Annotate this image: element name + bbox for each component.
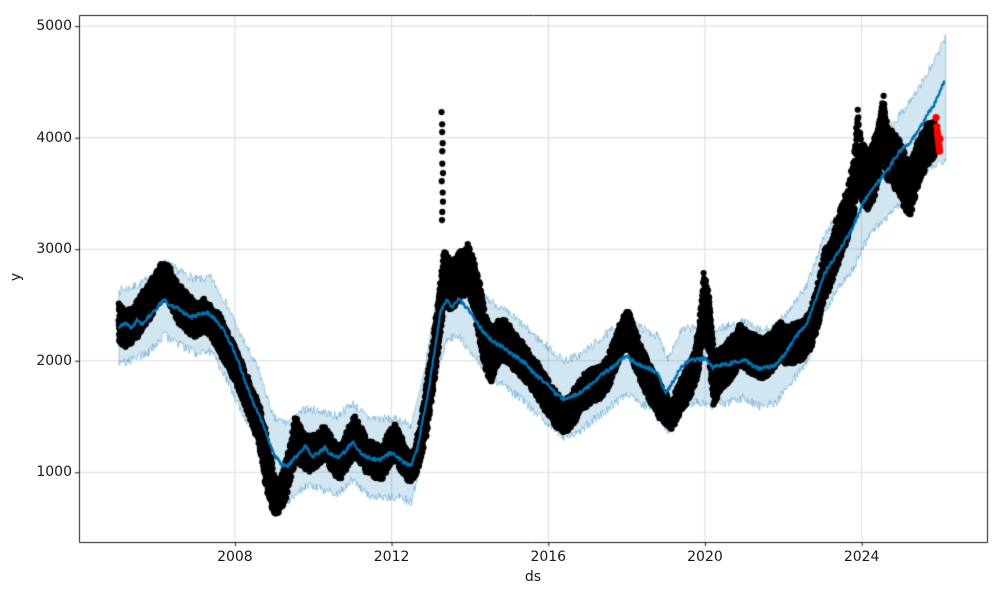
prophet-forecast-figure: ds y 2008 2012 2016 2020 2024 1000 2000 3000 400… <box>0 0 1000 600</box>
forecast-chart-canvas <box>0 0 1000 600</box>
